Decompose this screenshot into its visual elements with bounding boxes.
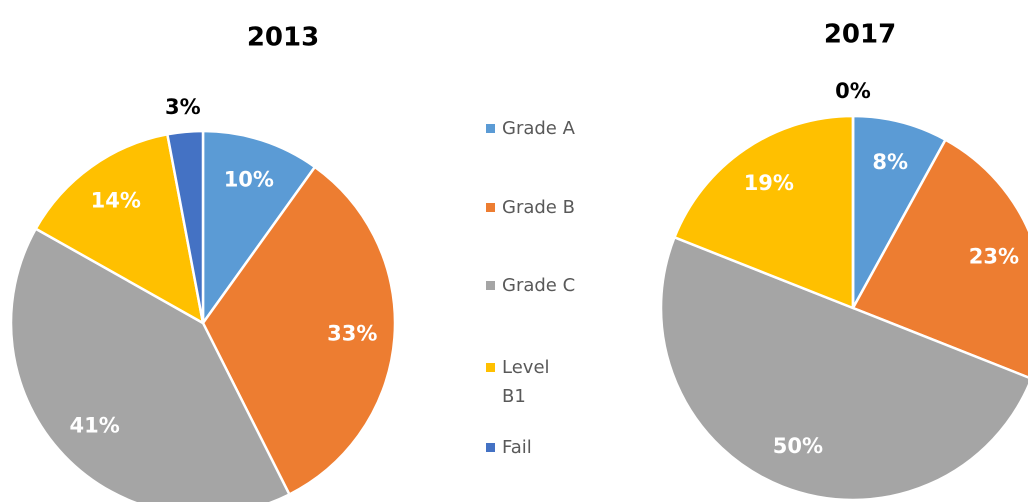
- data-label: 10%: [224, 167, 274, 191]
- legend-swatch: [486, 203, 495, 212]
- pie-slice: [201, 165, 397, 497]
- pie-slice: [9, 227, 292, 502]
- pie-slice: [851, 114, 948, 309]
- legend-swatch: [486, 281, 495, 290]
- legend-item: Level B1: [486, 353, 556, 411]
- pie-slice: [659, 235, 1028, 502]
- data-label: 33%: [327, 322, 377, 346]
- legend-label: Grade C: [502, 275, 576, 296]
- data-label: 0%: [835, 79, 871, 103]
- legend-label: Fail: [502, 437, 532, 458]
- legend-item: Grade B: [486, 193, 586, 222]
- legend-item: Grade C: [486, 271, 586, 300]
- legend-swatch: [486, 124, 495, 133]
- data-label: 8%: [872, 150, 908, 174]
- data-label: 50%: [773, 434, 823, 458]
- pie-slice: [672, 114, 855, 310]
- legend-swatch: [486, 363, 495, 372]
- legend-label: Grade A: [502, 118, 575, 139]
- legend-label: Grade B: [502, 197, 575, 218]
- pie-slice: [201, 129, 317, 327]
- legend-item: Grade A: [486, 114, 586, 143]
- pie-slice: [851, 138, 1028, 379]
- legend-swatch: [486, 443, 495, 452]
- pie-slice: [34, 132, 205, 326]
- chart-title: 2017: [824, 20, 896, 50]
- legend-item: Fail: [486, 433, 586, 462]
- data-label: 23%: [969, 244, 1019, 268]
- chart-title: 2013: [247, 23, 319, 53]
- data-label: 3%: [165, 95, 201, 119]
- data-label: 41%: [70, 413, 120, 437]
- legend-label: Level B1: [502, 357, 550, 407]
- pie-slice: [165, 129, 205, 324]
- data-label: 19%: [744, 171, 794, 195]
- data-label: 14%: [91, 188, 141, 212]
